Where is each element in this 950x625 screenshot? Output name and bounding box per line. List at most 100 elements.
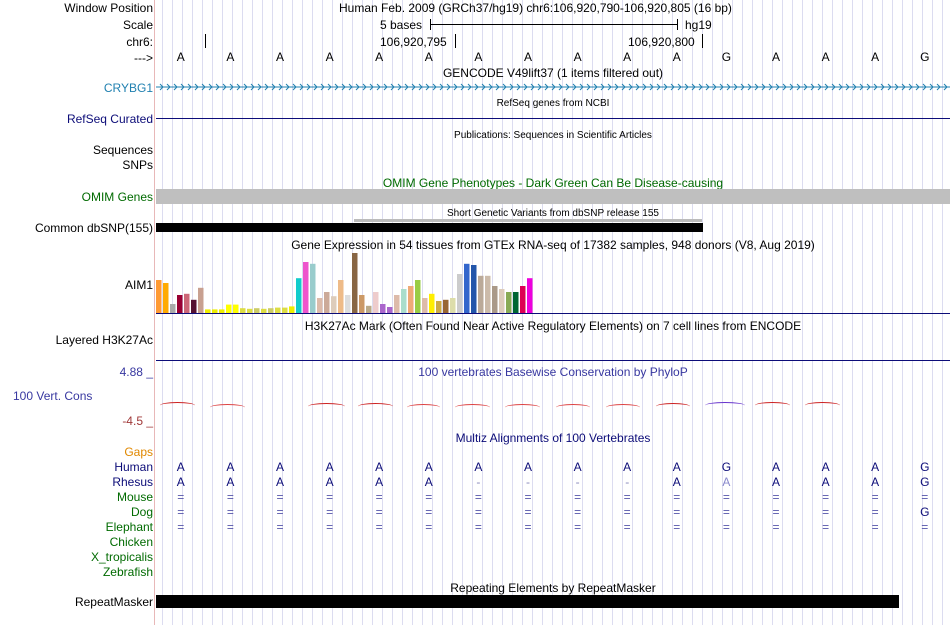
gtex-tissue-bar[interactable] <box>191 299 197 313</box>
gtex-tissue-bar[interactable] <box>513 292 519 313</box>
aligned-base: A <box>325 475 334 489</box>
species-label[interactable]: Chicken <box>109 535 153 549</box>
gtex-tissue-bar[interactable] <box>177 295 183 313</box>
aligned-base: = <box>574 505 582 519</box>
species-label[interactable]: Mouse <box>116 490 153 504</box>
gtex-tissue-bar[interactable] <box>205 309 211 313</box>
dbsnp-variant-bar[interactable] <box>156 223 703 232</box>
gencode-gene-feature[interactable] <box>156 80 950 94</box>
coord-left: 106,920,795 <box>380 35 447 49</box>
gtex-tissue-bar[interactable] <box>261 308 267 313</box>
gtex-tissue-bar[interactable] <box>163 283 169 313</box>
refseq-label[interactable]: RefSeq Curated <box>66 112 153 126</box>
gtex-tissue-bar[interactable] <box>338 280 344 313</box>
species-label[interactable]: Elephant <box>105 520 153 534</box>
gtex-tissue-bar[interactable] <box>310 263 316 313</box>
gtex-tissue-bar[interactable] <box>415 280 421 313</box>
window-position-value[interactable]: Human Feb. 2009 (GRCh37/hg19) chr6:106,9… <box>339 1 732 15</box>
multiz-title: Multiz Alignments of 100 Vertebrates <box>455 431 651 445</box>
gtex-tissue-bar[interactable] <box>450 298 456 313</box>
species-label[interactable]: Zebrafish <box>102 565 153 579</box>
h3k27ac-label[interactable]: Layered H3K27Ac <box>55 333 153 347</box>
gtex-tissue-bar[interactable] <box>520 286 526 313</box>
aligned-base: = <box>474 490 482 504</box>
strand-chevron <box>460 83 465 91</box>
gtex-tissue-bar[interactable] <box>198 287 204 313</box>
gtex-tissue-bar[interactable] <box>240 308 246 313</box>
scale-label: Scale <box>122 18 153 32</box>
refseq-feature[interactable] <box>156 118 950 119</box>
gtex-tissue-bar[interactable] <box>289 306 295 313</box>
gtex-tissue-bar[interactable] <box>387 307 393 313</box>
gtex-gene-label[interactable]: AIM1 <box>124 278 153 292</box>
gtex-tissue-bar[interactable] <box>345 295 351 313</box>
gtex-tissue-bar[interactable] <box>303 262 309 313</box>
gencode-gene-label[interactable]: CRYBG1 <box>103 81 153 95</box>
publications-label-sequences[interactable]: Sequences <box>92 143 153 157</box>
species-label[interactable]: X_tropicalis <box>90 550 153 564</box>
species-label[interactable]: Human <box>114 460 153 474</box>
grid-line <box>722 0 723 625</box>
gencode-title: GENCODE V49lift37 (1 items filtered out) <box>442 66 664 80</box>
strand-chevron <box>467 83 472 91</box>
gtex-tissue-bar[interactable] <box>184 293 190 313</box>
gtex-tissue-bar[interactable] <box>317 298 323 313</box>
gtex-tissue-bar[interactable] <box>247 308 253 313</box>
gtex-tissue-bar[interactable] <box>471 265 477 313</box>
dbsnp-variant-overlay <box>354 219 702 222</box>
gtex-tissue-bar[interactable] <box>352 253 358 313</box>
gtex-tissue-bar[interactable] <box>275 307 281 313</box>
gtex-tissue-bar[interactable] <box>331 296 337 313</box>
gtex-tissue-bar[interactable] <box>478 275 484 313</box>
publications-label-snps[interactable]: SNPs <box>122 158 153 172</box>
omim-label[interactable]: OMIM Genes <box>81 190 153 204</box>
grid-line <box>682 0 683 625</box>
phylop-label[interactable]: 100 Vert. Cons <box>13 389 93 403</box>
gtex-tissue-bar[interactable] <box>408 286 414 313</box>
aligned-base: = <box>623 490 631 504</box>
gtex-tissue-bar[interactable] <box>366 305 372 313</box>
gtex-tissue-bar[interactable] <box>268 308 274 313</box>
reference-base: A <box>523 50 532 64</box>
grid-line <box>922 0 923 625</box>
gtex-bar-chart[interactable] <box>156 252 556 314</box>
gtex-tissue-bar[interactable] <box>401 289 407 313</box>
strand-chevron <box>558 83 563 91</box>
gtex-tissue-bar[interactable] <box>170 304 176 313</box>
species-label[interactable]: Dog <box>130 505 153 519</box>
gtex-tissue-bar[interactable] <box>443 299 449 313</box>
gtex-tissue-bar[interactable] <box>212 309 218 313</box>
gtex-tissue-bar[interactable] <box>492 286 498 313</box>
gtex-tissue-bar[interactable] <box>324 292 330 313</box>
gtex-tissue-bar[interactable] <box>254 308 260 313</box>
gtex-tissue-bar[interactable] <box>429 293 435 313</box>
gtex-tissue-bar[interactable] <box>233 304 239 313</box>
gtex-tissue-bar[interactable] <box>394 295 400 313</box>
aligned-base: = <box>822 490 830 504</box>
gtex-tissue-bar[interactable] <box>282 307 288 313</box>
repeatmasker-label[interactable]: RepeatMasker <box>74 595 153 609</box>
gtex-tissue-bar[interactable] <box>359 295 365 313</box>
gtex-tissue-bar[interactable] <box>219 309 225 313</box>
gtex-tissue-bar[interactable] <box>226 304 232 313</box>
dbsnp-label[interactable]: Common dbSNP(155) <box>34 221 153 235</box>
gtex-tissue-bar[interactable] <box>506 292 512 313</box>
gtex-tissue-bar[interactable] <box>380 304 386 313</box>
gtex-tissue-bar[interactable] <box>436 301 442 313</box>
gtex-tissue-bar[interactable] <box>373 292 379 313</box>
multiz-gaps-label[interactable]: Gaps <box>124 445 153 459</box>
gtex-tissue-bar[interactable] <box>296 278 302 313</box>
gtex-tissue-bar[interactable] <box>464 263 470 313</box>
gtex-tissue-bar[interactable] <box>485 275 491 313</box>
aligned-base: A <box>474 460 483 474</box>
gtex-tissue-bar[interactable] <box>499 289 505 313</box>
gtex-tissue-bar[interactable] <box>527 278 533 313</box>
gtex-tissue-bar[interactable] <box>422 298 428 313</box>
gtex-tissue-bar[interactable] <box>156 280 162 313</box>
aligned-base: = <box>375 520 383 534</box>
omim-feature-bar[interactable] <box>156 189 950 204</box>
gtex-tissue-bar[interactable] <box>457 274 463 313</box>
repeatmasker-element[interactable] <box>156 595 899 608</box>
aligned-base: = <box>177 520 185 534</box>
species-label[interactable]: Rhesus <box>112 475 153 489</box>
